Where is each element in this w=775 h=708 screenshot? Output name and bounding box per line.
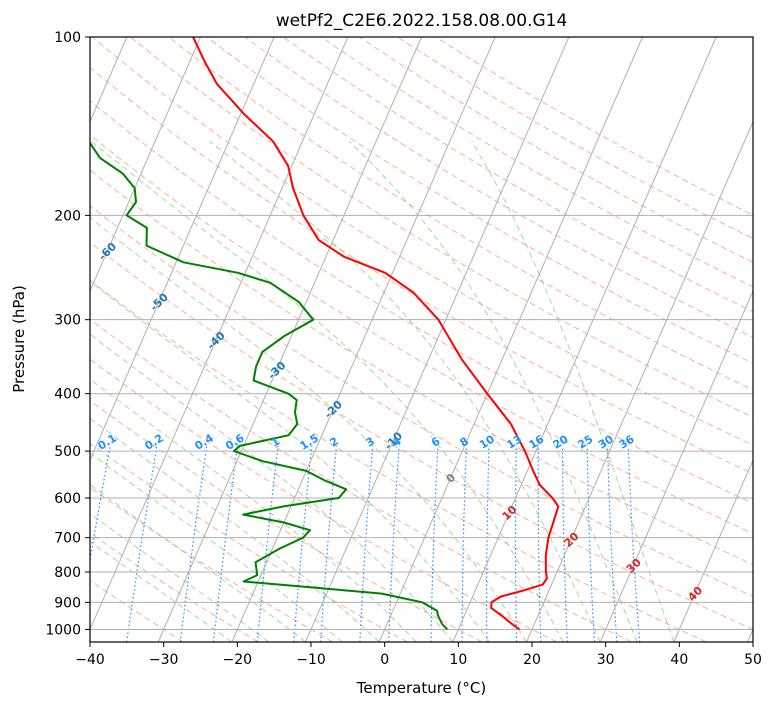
dry-adiabat-line	[130, 37, 753, 418]
y-tick-label: 600	[54, 491, 81, 507]
dry-adiabat-line	[435, 37, 753, 216]
y-tick-label: 1000	[45, 622, 81, 638]
mixing-ratio-line	[514, 445, 518, 642]
y-tick-label: 900	[54, 595, 81, 611]
y-tick-label: 800	[54, 565, 81, 581]
y-tick-label: 200	[54, 208, 81, 224]
dry-adiabat-line	[90, 169, 753, 566]
dry-adiabats	[90, 37, 753, 642]
y-tick-label: 700	[54, 531, 81, 547]
y-tick-label: 400	[54, 387, 81, 403]
isotherm-line	[90, 37, 275, 462]
mixing-ratio-line	[293, 445, 313, 642]
isotherm-line	[305, 37, 570, 642]
isotherm-line	[157, 37, 422, 642]
mixing-ratio-line	[256, 445, 279, 642]
mixing-ratio-line	[212, 445, 239, 642]
chart-title: wetPf2_C2E6.2022.158.08.00.G14	[276, 11, 568, 31]
dry-adiabat-line	[359, 37, 753, 263]
dry-adiabat-line	[91, 37, 753, 446]
mixing-ratio-line	[607, 445, 618, 642]
mixing-ratio-line	[320, 445, 338, 642]
plot-frame	[89, 36, 754, 643]
mixing-ratio-line	[179, 445, 208, 642]
isotherm-line	[90, 37, 349, 631]
x-tick-label: 10	[449, 652, 467, 668]
dry-adiabat-line	[90, 442, 408, 642]
x-tick-label: 20	[523, 652, 541, 668]
dry-adiabat-line	[90, 100, 753, 504]
y-axis-ticks: 100 200 300 400 500 600 700 800 900 1000	[45, 30, 90, 638]
temperature-profile-line	[192, 37, 560, 631]
dry-adiabat-line	[168, 37, 753, 391]
x-tick-label: 30	[597, 652, 615, 668]
dry-adiabat-line	[244, 37, 753, 338]
x-tick-label: −30	[149, 652, 179, 668]
isotherms	[90, 37, 753, 642]
dry-adiabat-line	[90, 318, 632, 642]
mixing-ratio-line	[561, 445, 568, 642]
mixing-ratio-line	[586, 445, 595, 642]
isotherm-line	[231, 37, 496, 642]
isotherm-line	[526, 120, 753, 642]
x-tick-label: −10	[296, 652, 326, 668]
dewpoint-profile-line	[90, 122, 449, 631]
isotherm-line	[452, 37, 717, 642]
x-axis-title: Temperature (°C)	[356, 679, 486, 697]
y-tick-label: 100	[54, 30, 81, 46]
isobars	[90, 37, 753, 630]
dry-adiabat-line	[206, 37, 753, 364]
mixing-ratio-line	[627, 445, 641, 642]
isotherm-line	[599, 289, 753, 642]
y-tick-label: 300	[54, 313, 81, 329]
mixing-ratio-line	[359, 445, 374, 642]
plot-area: -100-90-80-70-60-50-40-30-20-10010203040…	[90, 37, 753, 642]
mixing-ratio-line	[430, 445, 439, 642]
mixing-ratio-line	[90, 445, 111, 564]
dry-adiabat-line	[90, 358, 558, 642]
dry-adiabat-line	[282, 37, 753, 313]
dry-adiabat-line	[320, 37, 753, 288]
dry-adiabat-line	[90, 205, 753, 598]
mixing-ratio-line	[461, 445, 467, 642]
profile-series	[90, 37, 560, 631]
isotherm-line	[90, 37, 201, 293]
mixing-ratio-line	[126, 445, 158, 642]
y-tick-label: 500	[54, 444, 81, 460]
dry-adiabat-line	[90, 279, 707, 642]
mixing-ratio-line	[537, 445, 542, 642]
dry-adiabat-line	[90, 66, 753, 475]
x-tick-label: −40	[75, 652, 105, 668]
x-tick-label: 40	[670, 652, 688, 668]
mixing-ratio-line	[486, 445, 490, 642]
x-tick-label: −20	[223, 652, 253, 668]
isotherm-line	[673, 458, 753, 642]
isotherm-line	[378, 37, 643, 642]
x-axis-ticks: −40 −30 −20 −10 0 10 20 30 40 50	[75, 642, 762, 668]
dry-adiabat-line	[90, 241, 753, 631]
x-tick-label: 0	[380, 652, 389, 668]
y-axis-title: Pressure (hPa)	[10, 285, 28, 393]
x-tick-label: 50	[744, 652, 762, 668]
dry-adiabat-line	[397, 37, 753, 240]
